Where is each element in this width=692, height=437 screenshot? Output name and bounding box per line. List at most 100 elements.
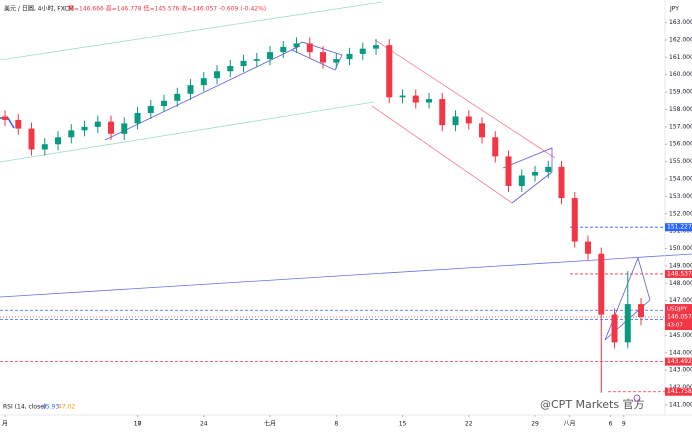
candle-body — [134, 112, 141, 124]
candle-body — [386, 45, 393, 98]
candle-body — [638, 304, 645, 318]
candle-body — [624, 304, 631, 343]
level-tag — [665, 269, 692, 278]
y-tick-label: 149.000 — [669, 262, 692, 269]
y-tick-label: 161.000 — [669, 54, 692, 61]
last-value: 146.057 — [667, 314, 692, 321]
candle-body — [346, 53, 353, 60]
y-tick-label: 145.000 — [669, 332, 692, 339]
candle-body — [306, 43, 313, 53]
y-tick-label: 150.000 — [669, 245, 692, 252]
x-tick-label: 10 — [134, 421, 142, 428]
x-tick-label: 15 — [399, 421, 407, 428]
y-tick-label: 152.000 — [669, 210, 692, 217]
candle-body — [214, 71, 221, 79]
candle-body — [439, 99, 446, 126]
candle-body — [373, 45, 380, 49]
x-tick-label: 22 — [465, 421, 473, 428]
y-tick-label: 148.000 — [669, 280, 692, 287]
level-tag — [665, 387, 692, 396]
channel-line — [374, 39, 556, 159]
y-tick-label: 155.000 — [669, 158, 692, 165]
candle-body — [121, 123, 128, 134]
candle-body — [571, 198, 578, 242]
candle-body — [611, 314, 618, 343]
y-tick-label: 157.000 — [669, 123, 692, 130]
countdown: 43:07 — [667, 323, 683, 329]
ohlc-info: 開=146.666 高=146.778 低=145.576 收=146.057 … — [68, 5, 266, 13]
candle-body — [452, 116, 459, 126]
candle-body — [28, 128, 35, 150]
y-tick-label: 153.000 — [669, 193, 692, 200]
candle-body — [598, 253, 605, 315]
candle-body — [147, 106, 154, 113]
y-tick-label: 163.000 — [669, 19, 692, 26]
candle-body — [320, 52, 327, 63]
candle-body — [492, 137, 499, 157]
candle-body — [68, 130, 75, 138]
level-label: 143.492 — [667, 358, 692, 365]
y-tick-label: 156.000 — [669, 141, 692, 148]
candle-body — [293, 43, 300, 47]
y-tick-label: 147.000 — [669, 297, 692, 304]
candle-body — [200, 78, 207, 86]
y-tick-label: 159.000 — [669, 89, 692, 96]
x-tick-label: 24 — [200, 421, 208, 428]
channel-line — [371, 105, 513, 204]
candle-body — [518, 175, 525, 186]
candle-body — [2, 116, 9, 120]
candle-body — [532, 172, 539, 176]
candle-body — [41, 144, 48, 150]
candle-body — [267, 52, 274, 60]
candle-body — [280, 46, 287, 53]
level-label: 141.758 — [667, 388, 692, 395]
indicator-value: 45.93 — [42, 404, 59, 411]
candle-body — [545, 166, 552, 173]
level-label: 151.227 — [667, 224, 692, 231]
trend-line — [104, 45, 301, 141]
candle-body — [465, 116, 472, 124]
y-tick-label: 141.000 — [669, 401, 692, 408]
candle-body — [81, 126, 88, 131]
level-tag — [665, 223, 692, 232]
y-tick-label: 158.000 — [669, 106, 692, 113]
candle-body — [333, 59, 340, 63]
candle-body — [359, 48, 366, 54]
candle-body — [479, 123, 486, 138]
candle-body — [558, 166, 565, 199]
event-icon — [633, 394, 641, 402]
y-tick-label: 160.000 — [669, 71, 692, 78]
candle-body — [253, 59, 260, 61]
y-tick-label: 144.000 — [669, 349, 692, 356]
x-tick-label: 9 — [622, 421, 626, 428]
indicator-name: RSI (14, close) — [3, 404, 46, 411]
symbol-info: 美元 / 日圆, 4小时, FXCM — [4, 5, 74, 13]
drawings — [0, 0, 692, 416]
candle-body — [55, 137, 62, 145]
x-tick-label: 8 — [334, 421, 338, 428]
x-tick-label: 七月 — [264, 420, 276, 428]
channel-line — [0, 101, 375, 163]
indicator-value: 47.02 — [58, 404, 75, 411]
candle-body — [94, 121, 101, 127]
currency: JPY — [669, 6, 679, 13]
candle-body — [161, 100, 168, 107]
candle-body — [15, 119, 22, 129]
candle-body — [227, 66, 234, 72]
y-tick-label: 162.000 — [669, 36, 692, 43]
candle-body — [399, 95, 406, 98]
x-tick-label: 八月 — [563, 421, 575, 428]
y-tick-label: 143.000 — [669, 367, 692, 374]
candle-body — [187, 85, 194, 94]
candle-body — [240, 60, 247, 67]
candle-body — [108, 121, 115, 134]
last-tag — [665, 304, 692, 331]
candle-body — [174, 93, 181, 101]
x-tick-label: 月 — [2, 421, 8, 428]
x-tick-label: 29 — [531, 421, 539, 428]
candle-body — [505, 156, 512, 186]
channel-line — [0, 1, 383, 61]
last-name: USDJPY — [667, 307, 688, 313]
